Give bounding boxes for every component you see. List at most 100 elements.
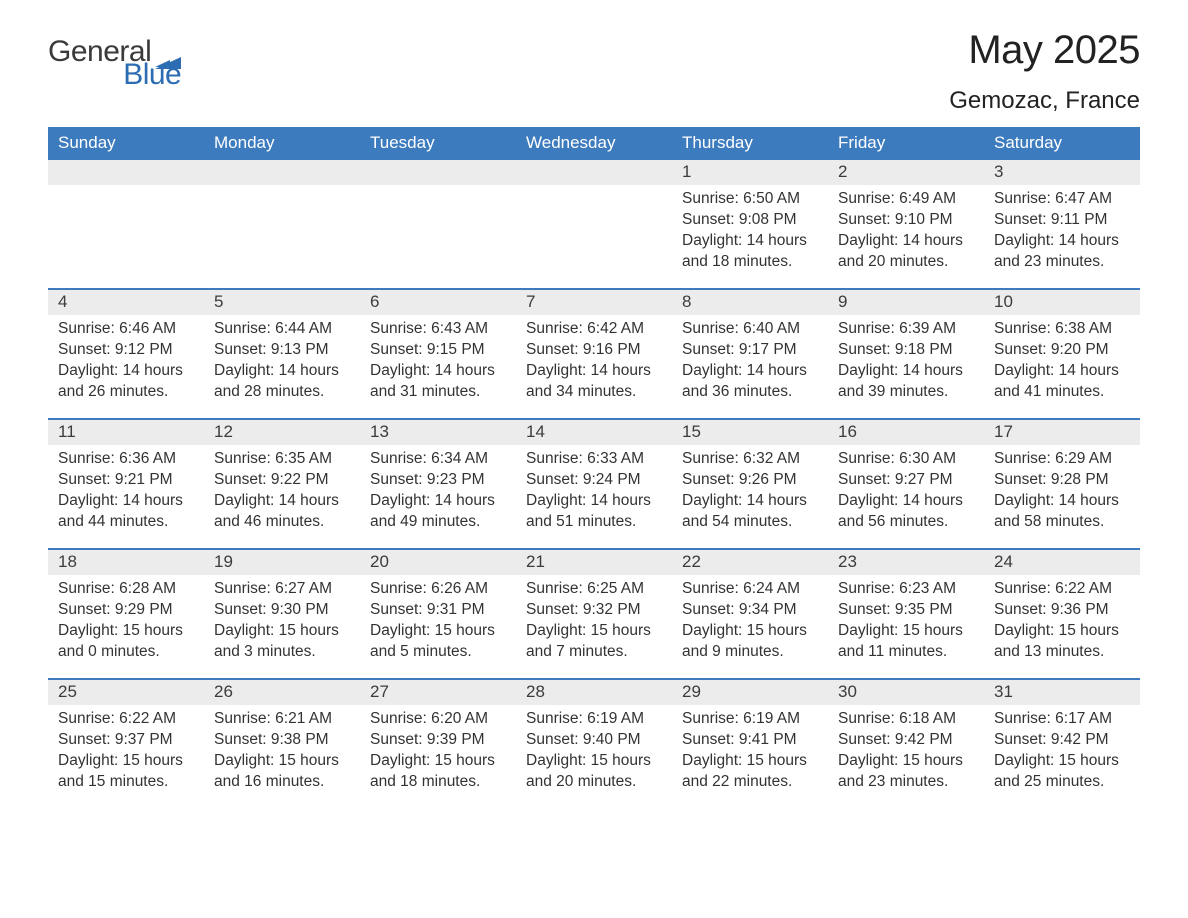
sunrise-text: Sunrise: 6:26 AM xyxy=(370,579,506,600)
daylight-text: Daylight: 14 hours and 31 minutes. xyxy=(370,361,506,403)
day-number: 27 xyxy=(360,680,516,705)
sunrise-text: Sunrise: 6:24 AM xyxy=(682,579,818,600)
sunset-text: Sunset: 9:30 PM xyxy=(214,600,350,621)
daylight-text: Daylight: 15 hours and 13 minutes. xyxy=(994,621,1130,663)
flag-icon xyxy=(155,51,181,69)
day-body: Sunrise: 6:50 AMSunset: 9:08 PMDaylight:… xyxy=(672,185,828,279)
weekday-header: Sunday xyxy=(48,127,204,160)
day-number: 18 xyxy=(48,550,204,575)
day-cell: 21Sunrise: 6:25 AMSunset: 9:32 PMDayligh… xyxy=(516,550,672,678)
day-body: Sunrise: 6:38 AMSunset: 9:20 PMDaylight:… xyxy=(984,315,1140,409)
sunset-text: Sunset: 9:40 PM xyxy=(526,730,662,751)
day-body: Sunrise: 6:32 AMSunset: 9:26 PMDaylight:… xyxy=(672,445,828,539)
sunrise-text: Sunrise: 6:34 AM xyxy=(370,449,506,470)
sunrise-text: Sunrise: 6:38 AM xyxy=(994,319,1130,340)
daylight-text: Daylight: 14 hours and 51 minutes. xyxy=(526,491,662,533)
day-body: Sunrise: 6:20 AMSunset: 9:39 PMDaylight:… xyxy=(360,705,516,799)
day-cell: 6Sunrise: 6:43 AMSunset: 9:15 PMDaylight… xyxy=(360,290,516,418)
weekday-header: Thursday xyxy=(672,127,828,160)
daylight-text: Daylight: 15 hours and 7 minutes. xyxy=(526,621,662,663)
day-cell: 24Sunrise: 6:22 AMSunset: 9:36 PMDayligh… xyxy=(984,550,1140,678)
sunset-text: Sunset: 9:41 PM xyxy=(682,730,818,751)
day-cell: 20Sunrise: 6:26 AMSunset: 9:31 PMDayligh… xyxy=(360,550,516,678)
day-number: 1 xyxy=(672,160,828,185)
sunrise-text: Sunrise: 6:40 AM xyxy=(682,319,818,340)
day-cell: 8Sunrise: 6:40 AMSunset: 9:17 PMDaylight… xyxy=(672,290,828,418)
day-number: 14 xyxy=(516,420,672,445)
day-body: Sunrise: 6:36 AMSunset: 9:21 PMDaylight:… xyxy=(48,445,204,539)
day-number: 3 xyxy=(984,160,1140,185)
sunrise-text: Sunrise: 6:49 AM xyxy=(838,189,974,210)
empty-day-bar xyxy=(48,160,204,185)
sunrise-text: Sunrise: 6:50 AM xyxy=(682,189,818,210)
day-body: Sunrise: 6:30 AMSunset: 9:27 PMDaylight:… xyxy=(828,445,984,539)
day-body: Sunrise: 6:28 AMSunset: 9:29 PMDaylight:… xyxy=(48,575,204,669)
daylight-text: Daylight: 15 hours and 15 minutes. xyxy=(58,751,194,793)
day-cell xyxy=(360,160,516,288)
sunrise-text: Sunrise: 6:23 AM xyxy=(838,579,974,600)
sunrise-text: Sunrise: 6:18 AM xyxy=(838,709,974,730)
sunset-text: Sunset: 9:16 PM xyxy=(526,340,662,361)
day-number: 11 xyxy=(48,420,204,445)
sunrise-text: Sunrise: 6:39 AM xyxy=(838,319,974,340)
day-cell: 15Sunrise: 6:32 AMSunset: 9:26 PMDayligh… xyxy=(672,420,828,548)
day-number: 24 xyxy=(984,550,1140,575)
week-row: 1Sunrise: 6:50 AMSunset: 9:08 PMDaylight… xyxy=(48,160,1140,288)
day-cell: 2Sunrise: 6:49 AMSunset: 9:10 PMDaylight… xyxy=(828,160,984,288)
sunrise-text: Sunrise: 6:47 AM xyxy=(994,189,1130,210)
day-body: Sunrise: 6:23 AMSunset: 9:35 PMDaylight:… xyxy=(828,575,984,669)
day-body: Sunrise: 6:26 AMSunset: 9:31 PMDaylight:… xyxy=(360,575,516,669)
sunset-text: Sunset: 9:32 PM xyxy=(526,600,662,621)
sunrise-text: Sunrise: 6:46 AM xyxy=(58,319,194,340)
sunset-text: Sunset: 9:23 PM xyxy=(370,470,506,491)
sunrise-text: Sunrise: 6:22 AM xyxy=(58,709,194,730)
day-body: Sunrise: 6:47 AMSunset: 9:11 PMDaylight:… xyxy=(984,185,1140,279)
daylight-text: Daylight: 14 hours and 18 minutes. xyxy=(682,231,818,273)
day-cell: 31Sunrise: 6:17 AMSunset: 9:42 PMDayligh… xyxy=(984,680,1140,808)
sunset-text: Sunset: 9:39 PM xyxy=(370,730,506,751)
day-body: Sunrise: 6:24 AMSunset: 9:34 PMDaylight:… xyxy=(672,575,828,669)
daylight-text: Daylight: 14 hours and 26 minutes. xyxy=(58,361,194,403)
daylight-text: Daylight: 15 hours and 22 minutes. xyxy=(682,751,818,793)
daylight-text: Daylight: 15 hours and 5 minutes. xyxy=(370,621,506,663)
day-number: 22 xyxy=(672,550,828,575)
sunrise-text: Sunrise: 6:43 AM xyxy=(370,319,506,340)
day-cell: 27Sunrise: 6:20 AMSunset: 9:39 PMDayligh… xyxy=(360,680,516,808)
day-cell: 30Sunrise: 6:18 AMSunset: 9:42 PMDayligh… xyxy=(828,680,984,808)
sunset-text: Sunset: 9:38 PM xyxy=(214,730,350,751)
day-cell: 17Sunrise: 6:29 AMSunset: 9:28 PMDayligh… xyxy=(984,420,1140,548)
weekday-header: Friday xyxy=(828,127,984,160)
sunrise-text: Sunrise: 6:19 AM xyxy=(682,709,818,730)
day-cell: 4Sunrise: 6:46 AMSunset: 9:12 PMDaylight… xyxy=(48,290,204,418)
day-number: 4 xyxy=(48,290,204,315)
daylight-text: Daylight: 15 hours and 25 minutes. xyxy=(994,751,1130,793)
day-number: 29 xyxy=(672,680,828,705)
daylight-text: Daylight: 15 hours and 16 minutes. xyxy=(214,751,350,793)
day-cell: 12Sunrise: 6:35 AMSunset: 9:22 PMDayligh… xyxy=(204,420,360,548)
day-number: 15 xyxy=(672,420,828,445)
day-body: Sunrise: 6:22 AMSunset: 9:37 PMDaylight:… xyxy=(48,705,204,799)
day-cell: 5Sunrise: 6:44 AMSunset: 9:13 PMDaylight… xyxy=(204,290,360,418)
week-row: 18Sunrise: 6:28 AMSunset: 9:29 PMDayligh… xyxy=(48,548,1140,678)
day-body: Sunrise: 6:22 AMSunset: 9:36 PMDaylight:… xyxy=(984,575,1140,669)
location: Gemozac, France xyxy=(949,87,1140,115)
week-row: 4Sunrise: 6:46 AMSunset: 9:12 PMDaylight… xyxy=(48,288,1140,418)
day-number: 13 xyxy=(360,420,516,445)
day-number: 8 xyxy=(672,290,828,315)
day-cell: 7Sunrise: 6:42 AMSunset: 9:16 PMDaylight… xyxy=(516,290,672,418)
daylight-text: Daylight: 15 hours and 0 minutes. xyxy=(58,621,194,663)
day-body: Sunrise: 6:34 AMSunset: 9:23 PMDaylight:… xyxy=(360,445,516,539)
day-cell: 1Sunrise: 6:50 AMSunset: 9:08 PMDaylight… xyxy=(672,160,828,288)
day-cell: 9Sunrise: 6:39 AMSunset: 9:18 PMDaylight… xyxy=(828,290,984,418)
day-number: 31 xyxy=(984,680,1140,705)
day-cell: 26Sunrise: 6:21 AMSunset: 9:38 PMDayligh… xyxy=(204,680,360,808)
day-body: Sunrise: 6:19 AMSunset: 9:40 PMDaylight:… xyxy=(516,705,672,799)
day-body: Sunrise: 6:43 AMSunset: 9:15 PMDaylight:… xyxy=(360,315,516,409)
header: General Blue May 2025 Gemozac, France xyxy=(48,28,1140,115)
day-cell: 29 Sunrise: 6:19 AMSunset: 9:41 PMDayligh… xyxy=(672,680,828,808)
day-body: Sunrise: 6:18 AMSunset: 9:42 PMDaylight:… xyxy=(828,705,984,799)
day-body: Sunrise: 6:44 AMSunset: 9:13 PMDaylight:… xyxy=(204,315,360,409)
sunrise-text: Sunrise: 6:19 AM xyxy=(526,709,662,730)
day-number: 9 xyxy=(828,290,984,315)
sunset-text: Sunset: 9:15 PM xyxy=(370,340,506,361)
